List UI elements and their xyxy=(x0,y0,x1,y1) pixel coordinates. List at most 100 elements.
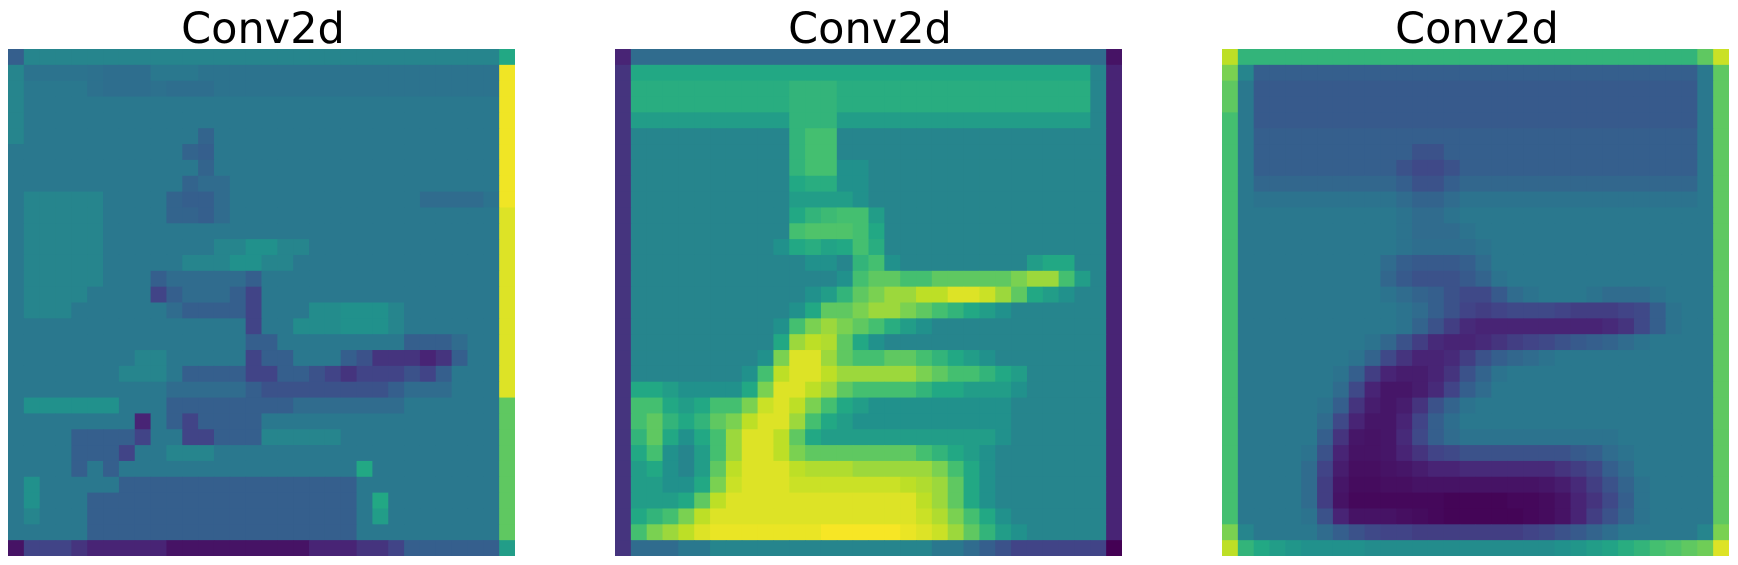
heatmap-cell xyxy=(852,191,870,209)
heatmap-cell xyxy=(1042,96,1060,113)
heatmap-cell xyxy=(963,223,981,240)
heatmap-cell xyxy=(87,49,104,66)
heatmap-cell xyxy=(995,239,1012,256)
heatmap-cell xyxy=(1713,159,1729,177)
heatmap-cell xyxy=(71,80,88,98)
heatmap-cell xyxy=(725,540,743,556)
heatmap-cell xyxy=(868,112,885,129)
heatmap-cell xyxy=(103,508,120,525)
heatmap-cell xyxy=(741,175,759,193)
heatmap-cell xyxy=(1301,397,1318,415)
heatmap-cell xyxy=(309,286,326,304)
heatmap-cell xyxy=(134,492,152,510)
heatmap-cell xyxy=(741,286,759,304)
heatmap-cell xyxy=(483,397,500,415)
heatmap-cell xyxy=(1427,476,1445,494)
heatmap-cell xyxy=(630,191,648,209)
heatmap-cell xyxy=(340,508,358,525)
heatmap-cell xyxy=(340,524,358,541)
heatmap-cell xyxy=(1681,540,1698,556)
heatmap-cell xyxy=(1058,96,1076,113)
heatmap-cell xyxy=(1285,397,1302,415)
heatmap-cell xyxy=(1042,223,1060,240)
heatmap-cell xyxy=(1618,64,1635,82)
heatmap-cell xyxy=(710,445,727,462)
heatmap-cell xyxy=(388,239,405,256)
heatmap-cell xyxy=(1237,191,1255,209)
heatmap-cell xyxy=(23,270,41,288)
heatmap-cell xyxy=(213,318,231,335)
heatmap-cell xyxy=(388,49,405,66)
heatmap-cell xyxy=(947,49,965,66)
heatmap-cell xyxy=(1570,112,1588,129)
heatmap-cell xyxy=(630,429,648,446)
heatmap-cell xyxy=(1269,191,1286,209)
heatmap-cell xyxy=(324,254,342,272)
heatmap-cell xyxy=(1348,540,1366,556)
heatmap-cell xyxy=(710,524,727,541)
heatmap-cell xyxy=(182,286,199,304)
heatmap-cell xyxy=(103,112,120,129)
heatmap-cell xyxy=(419,318,437,335)
heatmap-cell xyxy=(963,365,981,383)
heatmap-cell xyxy=(277,207,294,224)
heatmap-cell xyxy=(725,80,743,98)
heatmap-cell xyxy=(1507,286,1524,304)
heatmap-cell xyxy=(916,524,933,541)
heatmap-cell xyxy=(1364,413,1382,430)
heatmap-cell xyxy=(1269,270,1286,288)
heatmap-cell xyxy=(1364,270,1382,288)
heatmap-cell xyxy=(1491,191,1508,209)
heatmap-cell xyxy=(483,128,500,145)
heatmap-cell xyxy=(198,207,215,224)
heatmap-cell xyxy=(615,381,632,399)
heatmap-cell xyxy=(245,318,263,335)
heatmap-cell xyxy=(277,397,294,415)
heatmap-cell xyxy=(198,445,215,462)
heatmap-cell xyxy=(1011,445,1028,462)
heatmap-cell xyxy=(1443,144,1461,161)
heatmap-cell xyxy=(1665,318,1683,335)
heatmap-cell xyxy=(1253,286,1271,304)
heatmap-cell xyxy=(1412,524,1429,541)
heatmap-cell xyxy=(1570,524,1588,541)
heatmap-cell xyxy=(1475,318,1492,335)
heatmap-cell xyxy=(1058,270,1076,288)
heatmap-cell xyxy=(836,223,854,240)
heatmap-cell xyxy=(916,429,933,446)
heatmap-cell xyxy=(1058,445,1076,462)
heatmap-cell xyxy=(1586,191,1603,209)
heatmap-cell xyxy=(324,64,342,82)
heatmap-cell xyxy=(340,96,358,113)
heatmap-cell xyxy=(1380,64,1397,82)
heatmap-cell xyxy=(134,270,152,288)
heatmap-cell xyxy=(1427,302,1445,319)
heatmap-cell xyxy=(1633,49,1651,66)
heatmap-cell xyxy=(1570,64,1588,82)
heatmap-cell xyxy=(1412,397,1429,415)
heatmap-cell xyxy=(8,508,25,525)
heatmap-cell xyxy=(1713,270,1729,288)
heatmap-cell xyxy=(1427,460,1445,478)
heatmap-cell xyxy=(324,239,342,256)
heatmap-cell xyxy=(1523,64,1540,82)
heatmap-cell xyxy=(1570,159,1588,177)
heatmap-cell xyxy=(118,207,136,224)
heatmap-cell xyxy=(23,381,41,399)
heatmap-cell xyxy=(773,159,790,177)
heatmap-cell xyxy=(662,239,679,256)
heatmap-cell xyxy=(182,112,199,129)
heatmap-cell xyxy=(1491,159,1508,177)
heatmap-cell xyxy=(213,302,231,319)
heatmap-cell xyxy=(1459,476,1477,494)
heatmap-cell xyxy=(213,175,231,193)
heatmap-cell xyxy=(419,381,437,399)
heatmap-cell xyxy=(1253,524,1271,541)
heatmap-cell xyxy=(900,397,917,415)
heatmap-cell xyxy=(805,175,822,193)
heatmap-cell xyxy=(1011,365,1028,383)
heatmap-cell xyxy=(615,397,632,415)
heatmap-cell xyxy=(1106,239,1122,256)
heatmap-cell xyxy=(757,64,775,82)
heatmap-cell xyxy=(1412,191,1429,209)
